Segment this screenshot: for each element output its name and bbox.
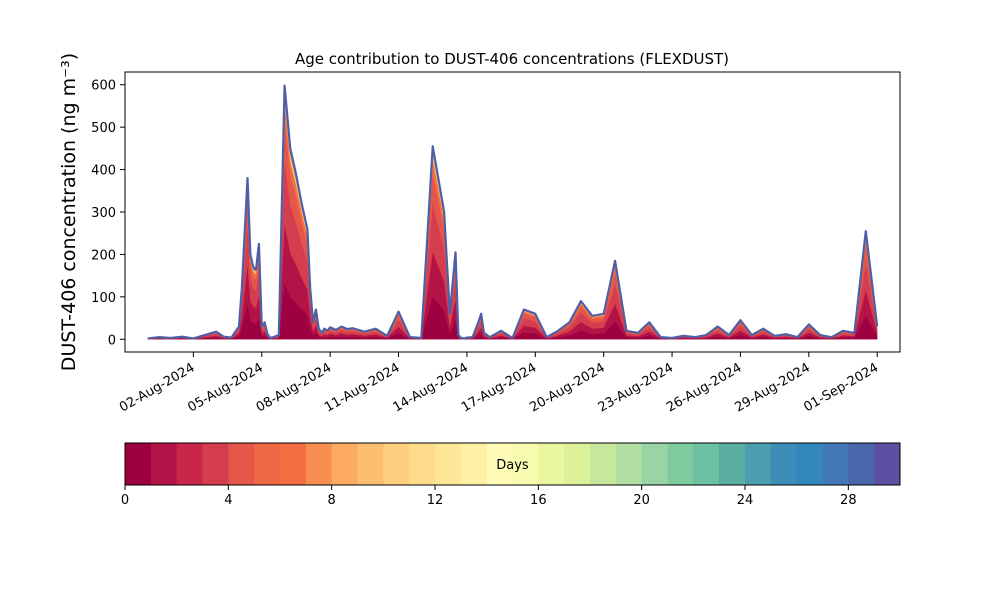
colorbar-tick-label: 20 <box>633 493 650 508</box>
colorbar-tick-label: 0 <box>121 493 129 508</box>
colorbar-bin <box>357 443 384 485</box>
plot-area <box>147 84 879 340</box>
y-tick-label: 500 <box>91 121 116 136</box>
colorbar-bin <box>331 443 358 485</box>
area-age-0d <box>147 283 878 340</box>
colorbar-tick-label: 16 <box>530 493 547 508</box>
area-age-2d <box>147 161 878 340</box>
y-axis: 0 100 200 300 400 500 600 <box>91 79 125 348</box>
series-line-total <box>147 84 879 340</box>
colorbar-bin <box>305 443 333 485</box>
colorbar-bin <box>383 443 410 485</box>
colorbar-bin <box>150 443 178 485</box>
x-tick-label: 23-Aug-2024 <box>596 360 676 415</box>
colorbar-tick-label: 8 <box>328 493 336 508</box>
colorbar-bin <box>409 443 436 485</box>
colorbar-bin <box>770 443 798 485</box>
x-tick-label: 17-Aug-2024 <box>459 360 539 415</box>
x-tick-label: 05-Aug-2024 <box>185 360 265 415</box>
colorbar-bin <box>435 443 462 485</box>
x-tick-label: 26-Aug-2024 <box>664 360 744 415</box>
y-tick-label: 200 <box>91 248 116 263</box>
colorbar-tick-label: 24 <box>737 493 754 508</box>
y-tick-label: 400 <box>91 164 116 179</box>
colorbar: 0 4 8 12 16 20 24 28 Days <box>121 442 901 508</box>
y-tick-label: 0 <box>108 333 116 348</box>
colorbar-bin <box>667 443 694 485</box>
colorbar-bin <box>874 443 901 485</box>
y-tick-label: 100 <box>91 291 116 306</box>
x-tick-label: 11-Aug-2024 <box>322 360 402 415</box>
colorbar-bin <box>745 443 772 485</box>
y-tick-label: 300 <box>91 206 116 221</box>
colorbar-bin <box>693 443 720 485</box>
y-tick-label: 600 <box>91 79 116 94</box>
colorbar-bin <box>564 443 591 485</box>
colorbar-bin <box>176 443 203 485</box>
colorbar-tick-label: 12 <box>427 493 444 508</box>
colorbar-bin <box>460 443 488 485</box>
colorbar-bin <box>641 443 668 485</box>
colorbar-bin <box>848 443 875 485</box>
colorbar-label: Days <box>496 458 529 473</box>
chart-title: Age contribution to DUST-406 concentrati… <box>295 50 729 68</box>
colorbar-bin <box>796 443 823 485</box>
colorbar-bin <box>254 443 281 485</box>
x-tick-label: 20-Aug-2024 <box>527 360 607 415</box>
colorbar-tick-label: 4 <box>224 493 232 508</box>
colorbar-bin <box>280 443 307 485</box>
colorbar-bin <box>719 443 746 485</box>
colorbar-bin <box>822 443 849 485</box>
colorbar-bin <box>590 443 617 485</box>
x-tick-label: 14-Aug-2024 <box>391 360 471 415</box>
x-axis: 02-Aug-202405-Aug-202408-Aug-202411-Aug-… <box>117 352 881 416</box>
colorbar-bin <box>125 443 152 485</box>
colorbar-bin <box>512 443 539 485</box>
colorbar-tick-label: 28 <box>840 493 857 508</box>
x-tick-label: 02-Aug-2024 <box>117 360 197 415</box>
area-age-1d <box>147 225 878 340</box>
colorbar-bin <box>202 443 229 485</box>
x-tick-label: 01-Sep-2024 <box>801 360 881 415</box>
y-axis-label: DUST-406 concentration (ng m⁻³) <box>58 53 80 371</box>
colorbar-bin <box>486 443 513 485</box>
colorbar-frame <box>124 442 901 486</box>
colorbar-bin <box>538 443 565 485</box>
x-tick-label: 29-Aug-2024 <box>732 360 812 415</box>
x-tick-label: 08-Aug-2024 <box>254 360 334 415</box>
colorbar-bin <box>615 443 643 485</box>
colorbar-bin <box>228 443 255 485</box>
